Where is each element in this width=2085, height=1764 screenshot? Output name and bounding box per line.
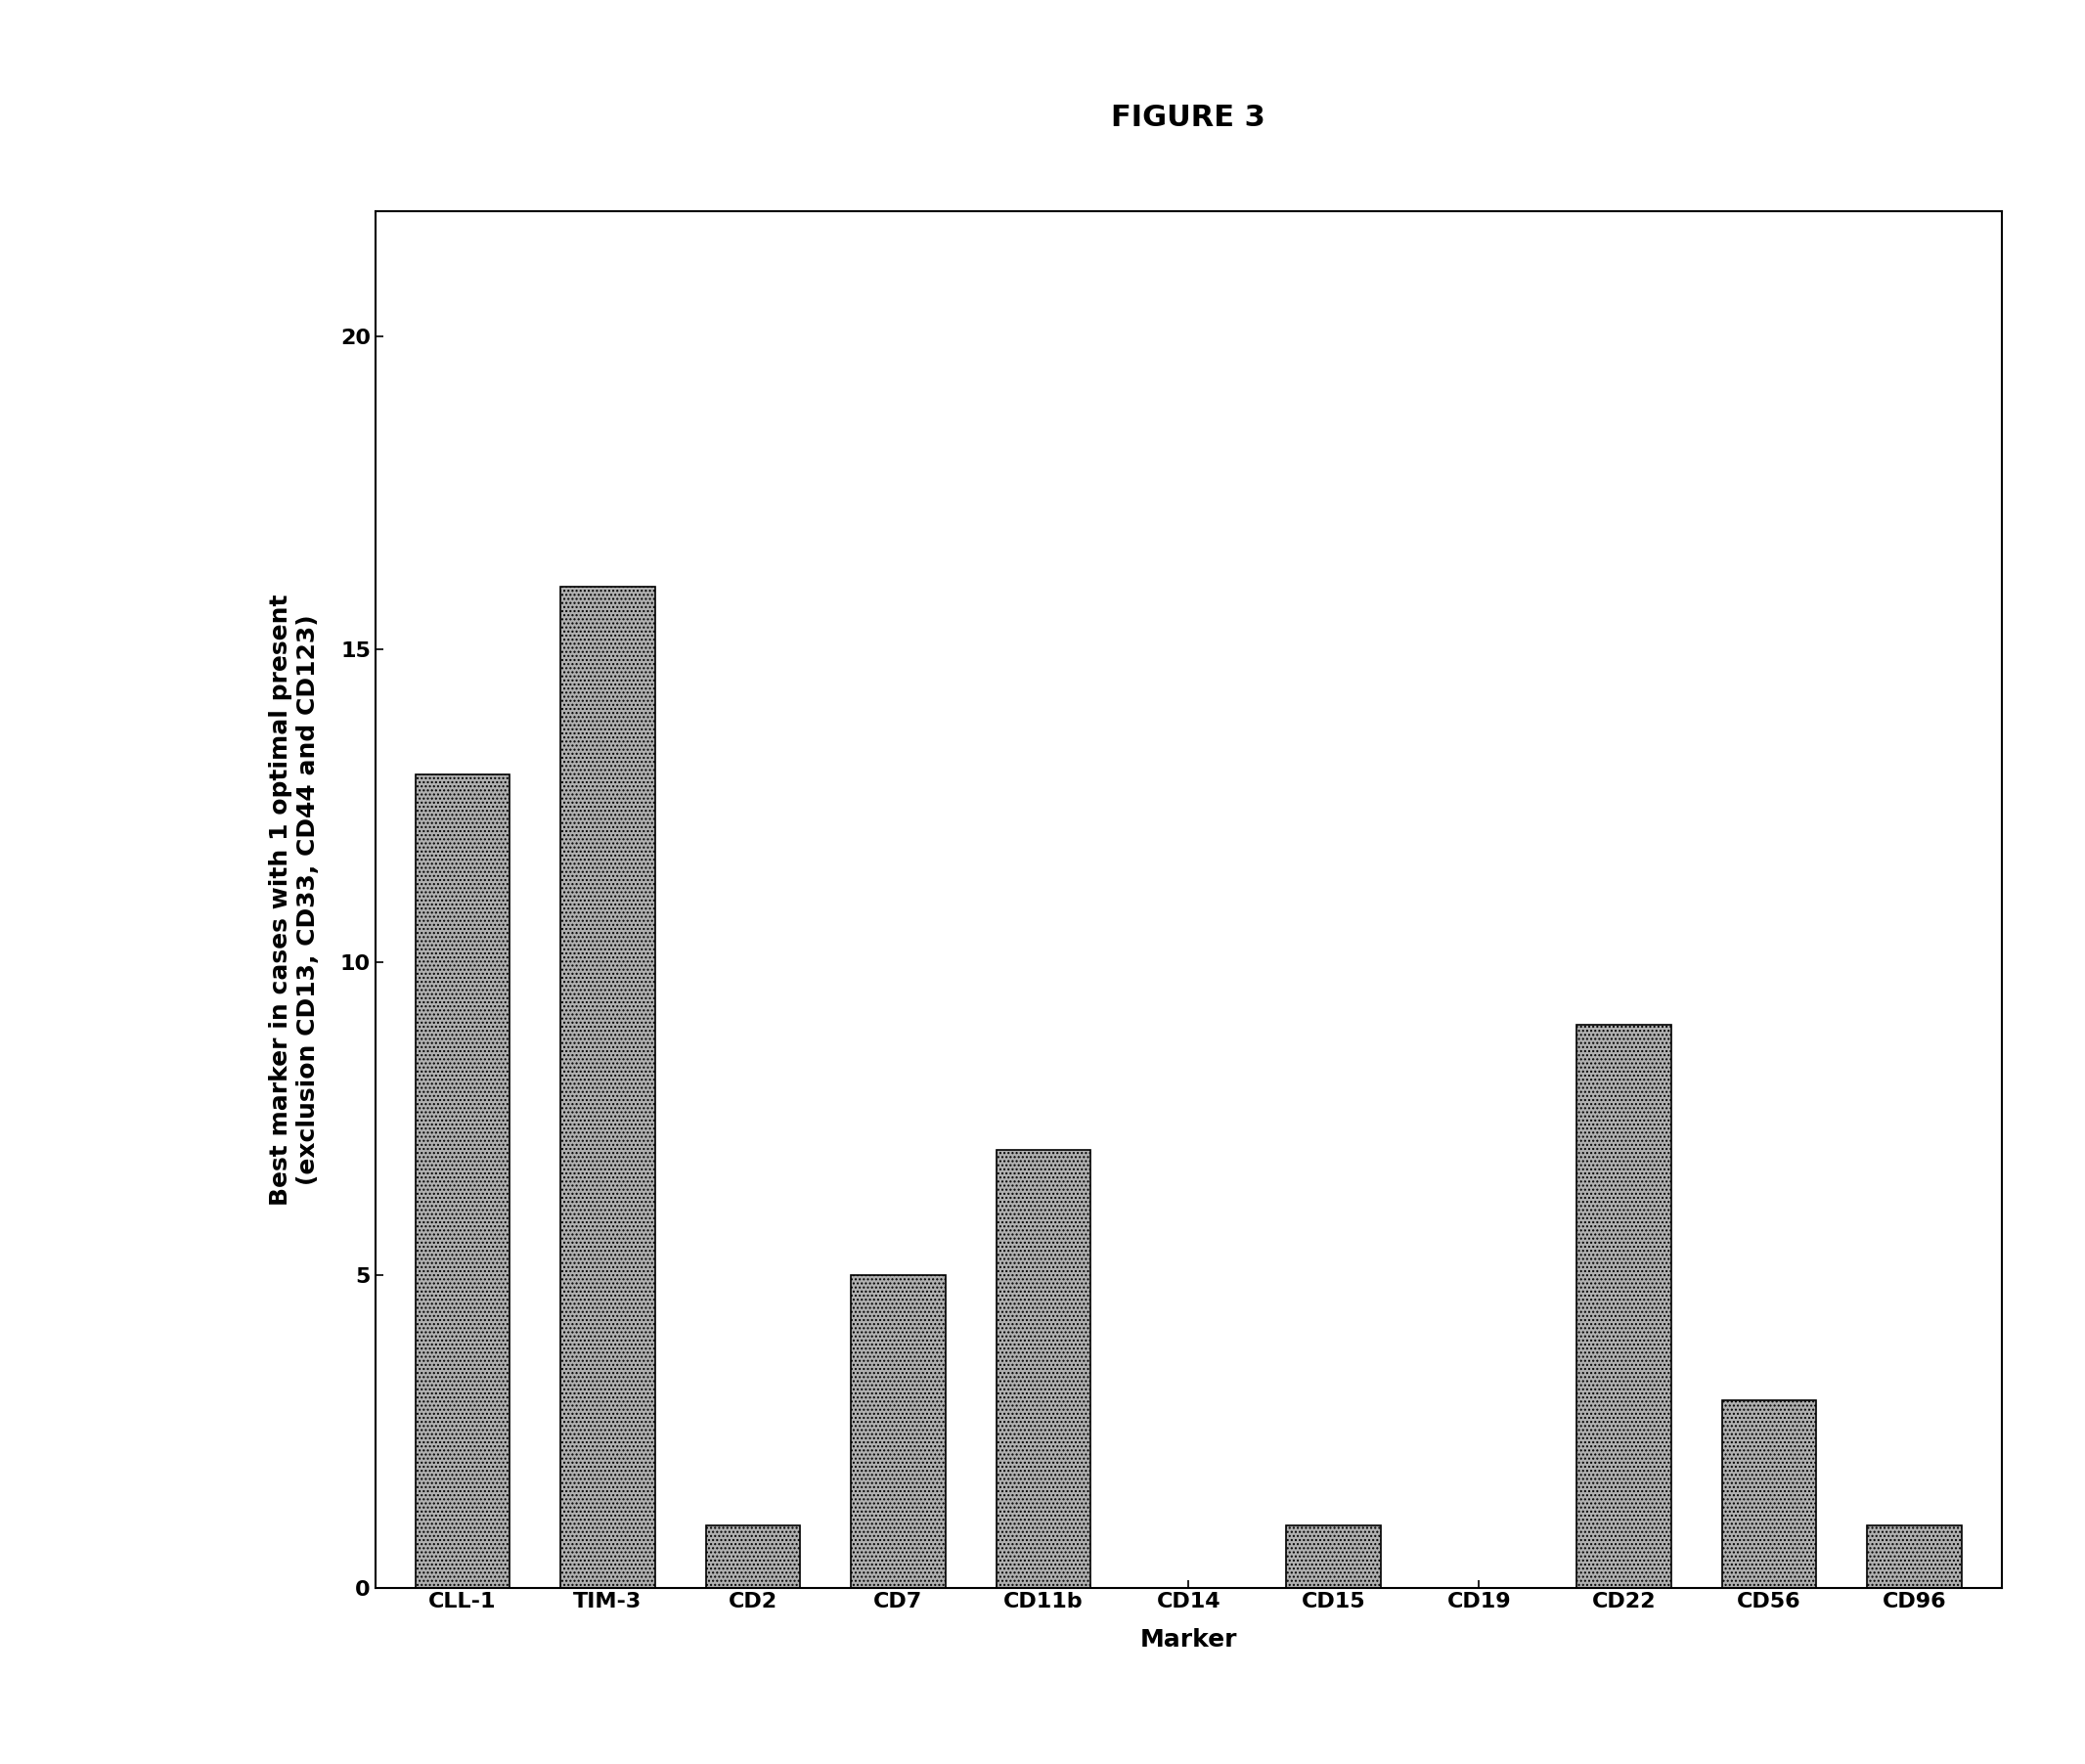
Bar xyxy=(561,587,655,1588)
Y-axis label: Best marker in cases with 1 optimal present
(exclusion CD13, CD33, CD44 and CD12: Best marker in cases with 1 optimal pres… xyxy=(269,594,319,1205)
Bar xyxy=(1722,1401,1816,1588)
Bar xyxy=(415,774,509,1588)
Bar xyxy=(705,1526,801,1588)
Bar xyxy=(1286,1526,1380,1588)
Bar xyxy=(997,1150,1090,1588)
X-axis label: Marker: Marker xyxy=(1140,1628,1236,1651)
Bar xyxy=(851,1275,945,1588)
Text: FIGURE 3: FIGURE 3 xyxy=(1111,104,1266,132)
Bar xyxy=(1576,1025,1672,1588)
Bar xyxy=(1868,1526,1962,1588)
